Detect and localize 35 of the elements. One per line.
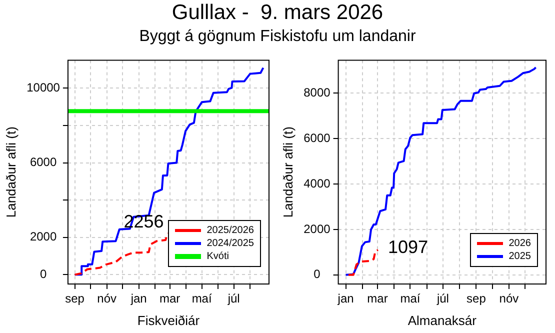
chart-title: Gulllax - 9. mars 2026 (170, 0, 384, 26)
legend-label: 2026 (508, 237, 531, 250)
x-tick-label: maí (400, 292, 421, 306)
x-axis-title: Fiskveiðiár (137, 312, 200, 328)
y-tick-label: 10000 (26, 80, 60, 94)
x-axis-title: Almanaksár (408, 312, 478, 328)
chart-subtitle: Byggt á gögnum Fiskistofu um landanir (138, 27, 417, 47)
y-axis-title: Landaður afli (t) (3, 126, 18, 218)
x-tick-label: nóv (97, 292, 116, 306)
y-axis-title: Landaður afli (t) (280, 126, 296, 218)
y-tick-label: 4000 (304, 176, 331, 190)
x-tick-label: maí (192, 292, 212, 306)
line-series (347, 248, 380, 276)
y-tick-label: 2000 (304, 222, 331, 236)
legend-label: 2024/2025 (206, 237, 254, 250)
data-label: 1097 (388, 236, 428, 257)
x-tick-label: sep (65, 292, 85, 306)
x-tick-label: mar (367, 292, 388, 306)
x-tick-label: sep (466, 292, 486, 306)
y-tick-label: 6000 (30, 155, 57, 170)
legend-label: 2025/2026 (206, 224, 254, 237)
x-tick-label: nóv (499, 292, 519, 306)
x-tick-label: júl (226, 292, 240, 306)
x-tick-label: jan (130, 292, 147, 306)
legend-label: Kvóti (206, 250, 229, 263)
legend-label: 2025 (508, 250, 531, 263)
y-tick-label: 6000 (304, 130, 331, 145)
y-tick-label: 0 (40, 266, 47, 281)
line-series (74, 232, 171, 276)
y-tick-label: 2000 (30, 230, 57, 244)
y-tick-label: 8000 (304, 85, 331, 100)
x-tick-label: mar (159, 292, 180, 306)
y-tick-label: 0 (314, 267, 321, 282)
x-tick-label: júl (436, 292, 449, 306)
x-tick-label: jan (336, 292, 354, 306)
